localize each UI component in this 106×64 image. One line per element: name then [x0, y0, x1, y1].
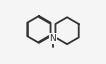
Text: N: N — [50, 34, 56, 43]
